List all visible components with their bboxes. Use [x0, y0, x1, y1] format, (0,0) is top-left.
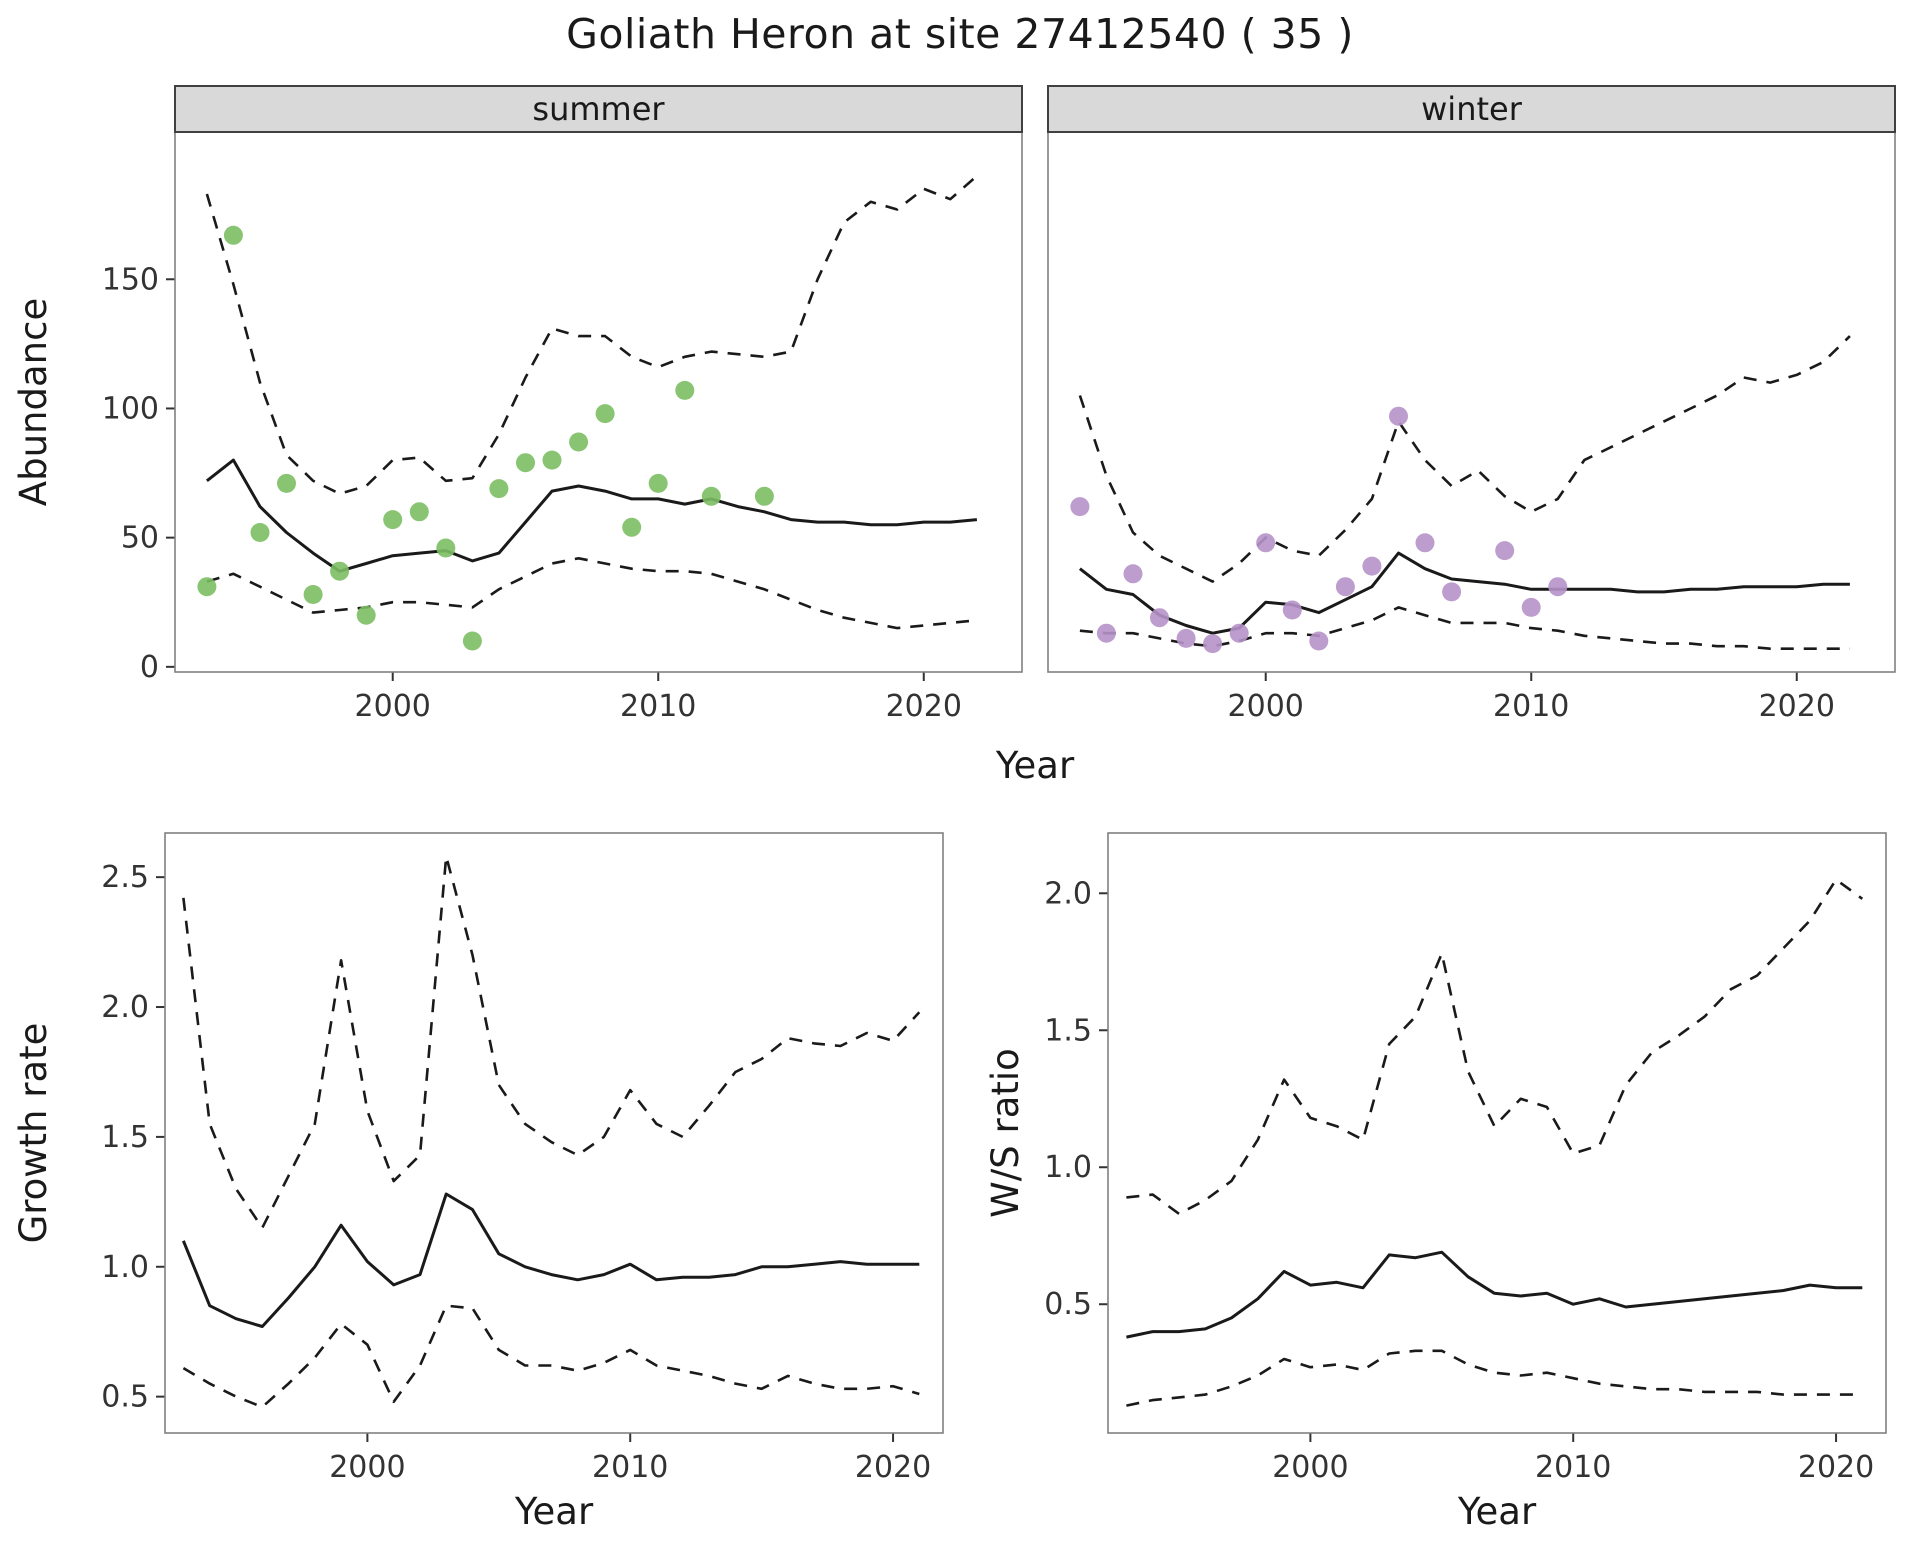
y-tick-label: 0	[140, 650, 159, 685]
y-tick-label: 1.5	[101, 1120, 149, 1155]
winter-observations-point	[1150, 608, 1169, 628]
growth_rate-lower_ci-line	[182, 1304, 920, 1409]
summer-observations-point	[489, 479, 509, 499]
y-tick-label: 2.0	[1044, 876, 1092, 911]
summer-observations-point	[622, 517, 642, 537]
summer-observations-point	[754, 486, 774, 506]
x-tick-label: 2000	[355, 689, 431, 724]
y-tick-label: 0.5	[101, 1380, 149, 1415]
y-tick-label: 1.5	[1044, 1013, 1092, 1048]
winter-observations-point	[1389, 406, 1408, 426]
summer-observations-point	[356, 605, 376, 625]
axis-title-abundance: Abundance	[12, 298, 55, 506]
abundance_winter-facet-strip	[1047, 85, 1896, 133]
x-tick-label: 2020	[886, 689, 962, 724]
summer-observations-point	[516, 453, 535, 473]
summer-observations-point	[675, 380, 695, 400]
y-tick-label: 2.5	[101, 860, 149, 895]
x-tick-label: 2020	[855, 1450, 931, 1485]
winter-observations-point	[1415, 533, 1435, 553]
summer-observations-point	[303, 585, 323, 604]
y-tick-label: 1.0	[1044, 1150, 1092, 1185]
y-tick-label: 2.0	[101, 990, 149, 1025]
growth_rate-mean-line	[182, 1192, 920, 1328]
abundance_summer-upper_ci-line	[205, 174, 978, 496]
ws_ratio-panel-background	[1108, 833, 1886, 1433]
abundance_summer-lower_ci-line	[206, 556, 978, 630]
abundance_summer-facet-strip	[174, 85, 1023, 133]
summer-observations-point	[436, 538, 456, 558]
y-tick-label: 100	[102, 391, 159, 426]
axis-title-year-growth: Year	[514, 1490, 594, 1533]
winter-observations-point	[1282, 600, 1302, 620]
winter-observations-point	[1229, 623, 1249, 643]
summer-observations-point	[223, 225, 243, 245]
summer-observations-point	[648, 473, 668, 493]
x-tick-label: 2020	[1759, 689, 1835, 724]
ws_ratio-panel: 2000 2010 2020 0.5 1.0 1.5 2.0	[1044, 832, 1887, 1485]
summer-observations-point	[595, 404, 615, 424]
y-tick-label: 1.0	[101, 1250, 149, 1285]
ws_ratio-upper_ci-line	[1126, 878, 1864, 1216]
facet-strip-label: summer	[532, 90, 665, 128]
abundance_winter-upper_ci-line	[1078, 335, 1851, 583]
growth_rate-panel-border	[164, 832, 944, 1434]
x-tick-label: 2010	[592, 1450, 668, 1485]
winter-observations-point	[1176, 628, 1196, 648]
winter-observations-point	[1256, 533, 1276, 553]
winter-observations-point	[1548, 577, 1568, 597]
summer-observations-point	[383, 510, 403, 530]
summer-observations-point	[197, 577, 217, 597]
y-tick-label: 150	[102, 262, 159, 297]
x-tick-label: 2010	[1535, 1450, 1611, 1485]
ws_ratio-panel-border	[1107, 832, 1887, 1434]
summer-observations-point	[250, 523, 270, 542]
abundance_winter-panel-background	[1048, 132, 1895, 672]
winter-observations-point	[1521, 597, 1541, 617]
growth_rate-panel-background	[165, 833, 943, 1433]
summer-observations-point	[277, 473, 296, 493]
x-tick-label: 2000	[329, 1450, 405, 1485]
summer-observations-point	[701, 486, 721, 506]
winter-observations-point	[1362, 556, 1382, 576]
facet-strip-label: winter	[1421, 90, 1523, 128]
winter-observations-point	[1442, 582, 1462, 602]
plot-title: Goliath Heron at site 27412540 ( 35 )	[566, 10, 1354, 58]
abundance_winter-panel: 2000 2010 2020 winter	[1047, 85, 1896, 724]
abundance_summer-panel: 2000 2010 2020 0 50 100 150 summer	[102, 85, 1023, 724]
y-tick-label: 50	[121, 521, 159, 556]
axis-title-year-ws: Year	[1457, 1490, 1537, 1533]
x-tick-label: 2010	[620, 689, 696, 724]
abundance_summer-panel-background	[175, 132, 1022, 672]
summer-observations-point	[542, 450, 562, 470]
x-tick-label: 2010	[1493, 689, 1569, 724]
x-tick-label: 2000	[1272, 1450, 1348, 1485]
x-tick-label: 2000	[1228, 689, 1304, 724]
winter-observations-point	[1309, 631, 1329, 651]
growth_rate-panel: 2000 2010 2020 0.5 1.0 1.5 2.0 2.5	[101, 832, 944, 1485]
ws_ratio-mean-line	[1126, 1250, 1863, 1339]
axis-title-ws-ratio: W/S ratio	[984, 1048, 1027, 1218]
winter-observations-point	[1335, 577, 1355, 597]
x-tick-label: 2020	[1798, 1450, 1874, 1485]
abundance_winter-mean-line	[1078, 551, 1850, 635]
winter-observations-point	[1203, 634, 1223, 654]
summer-observations-point	[569, 432, 589, 452]
winter-observations-point	[1096, 623, 1116, 643]
axis-title-year-top: Year	[995, 744, 1075, 787]
summer-observations-point	[409, 502, 429, 522]
winter-observations-point	[1123, 564, 1143, 584]
winter-observations-point	[1070, 497, 1090, 517]
ws_ratio-lower_ci-line	[1126, 1349, 1863, 1407]
winter-observations-point	[1495, 541, 1515, 561]
y-tick-label: 0.5	[1044, 1287, 1092, 1322]
growth_rate-upper_ci-line	[182, 855, 921, 1230]
summer-observations-point	[330, 561, 350, 581]
abundance_winter-lower_ci-line	[1079, 606, 1850, 651]
axis-title-growth-rate: Growth rate	[12, 1023, 55, 1244]
summer-observations-point	[462, 631, 482, 651]
